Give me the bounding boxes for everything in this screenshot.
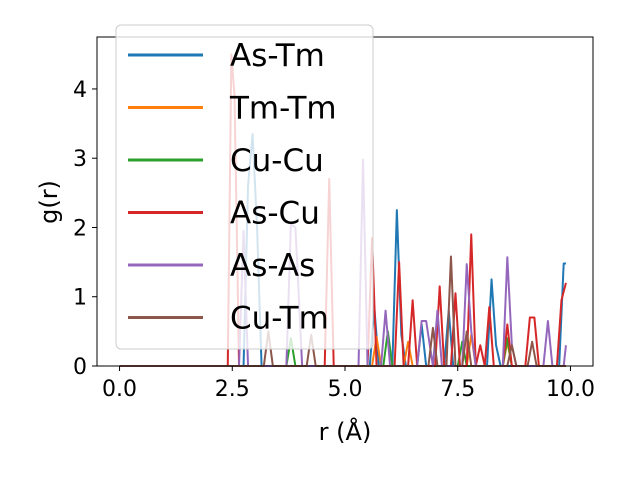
legend-label-3: As-Cu [230,196,320,232]
x-axis-label: r (Å) [319,417,372,446]
legend-label-4: As-As [230,248,315,284]
x-tick-label-0: 0.0 [102,377,137,402]
legend-label-0: As-Tm [230,38,325,74]
y-tick-label-4: 4 [73,78,87,103]
x-tick-label-2: 5.0 [328,377,363,402]
y-tick-label-1: 1 [73,286,87,311]
y-axis-label: g(r) [35,180,63,224]
legend-label-2: Cu-Cu [230,143,324,179]
y-tick-label-0: 0 [73,355,87,380]
y-tick-label-2: 2 [73,216,87,241]
y-tick-label-3: 3 [73,147,87,172]
x-tick-label-3: 7.5 [440,377,475,402]
legend: As-Tm Tm-Tm Cu-Cu As-Cu As-As Cu-Tm [115,24,374,350]
x-tick-label-4: 10.0 [546,377,595,402]
legend-label-1: Tm-Tm [229,91,337,127]
legend-label-5: Cu-Tm [230,301,329,337]
x-tick-label-1: 2.5 [215,377,250,402]
y-axis: 0 1 2 3 4 [73,78,97,380]
x-axis: 0.0 2.5 5.0 7.5 10.0 [102,366,595,402]
